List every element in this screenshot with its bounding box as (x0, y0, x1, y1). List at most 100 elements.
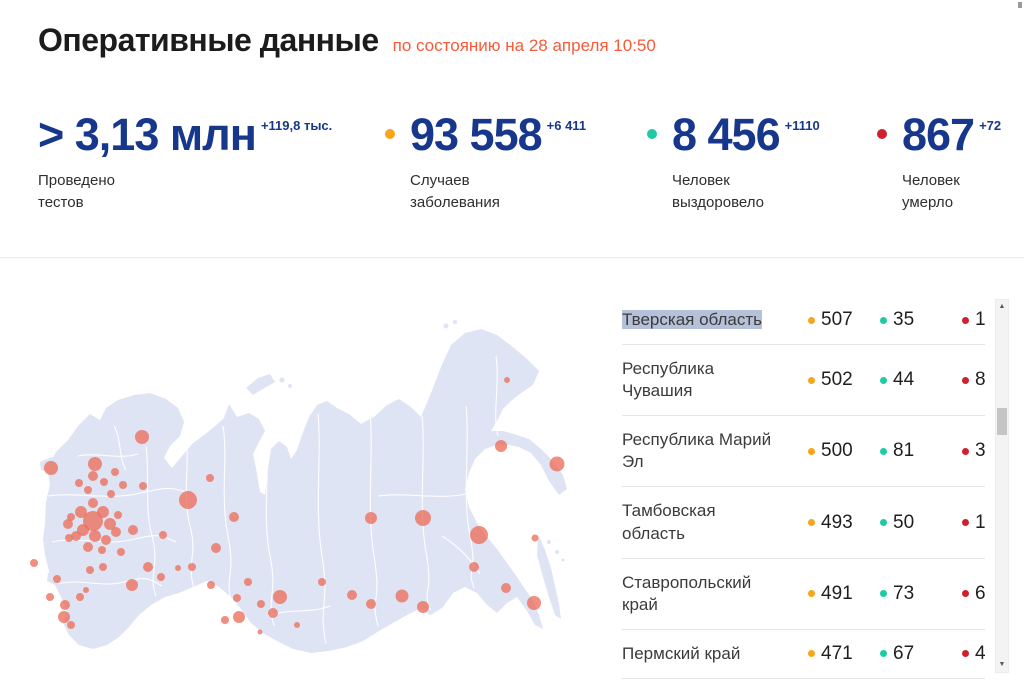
map-bubble[interactable] (67, 513, 75, 521)
cases-dot-icon (808, 650, 815, 658)
map-bubble[interactable] (143, 562, 153, 572)
map-bubble[interactable] (75, 479, 83, 487)
map-bubble[interactable] (100, 478, 108, 486)
map-bubble[interactable] (65, 534, 73, 542)
map-bubble[interactable] (117, 548, 125, 556)
scroll-down-arrow-icon[interactable]: ▼ (998, 661, 1006, 668)
map-bubble[interactable] (46, 593, 54, 601)
scrollbar-thumb[interactable] (997, 408, 1007, 435)
map-bubble[interactable] (98, 546, 106, 554)
map-bubble[interactable] (76, 593, 84, 601)
map-bubble[interactable] (89, 530, 101, 542)
map-bubble[interactable] (58, 611, 70, 623)
map-bubble[interactable] (318, 578, 326, 586)
map-bubble[interactable] (44, 461, 58, 475)
map-bubble[interactable] (188, 563, 196, 571)
map-bubble[interactable] (347, 590, 357, 600)
map-bubble[interactable] (60, 600, 70, 610)
map-bubble[interactable] (83, 542, 93, 552)
map-bubble[interactable] (119, 481, 127, 489)
russia-landmass (40, 320, 567, 653)
map-bubble[interactable] (257, 600, 265, 608)
map-bubble[interactable] (63, 519, 73, 529)
map-bubble[interactable] (67, 621, 75, 629)
map-bubble[interactable] (501, 583, 511, 593)
map-bubble[interactable] (527, 596, 541, 610)
map-bubble[interactable] (175, 565, 181, 571)
table-row[interactable]: Республика Чувашия 502 44 8 (622, 345, 985, 417)
map-bubble[interactable] (83, 587, 89, 593)
map-bubble[interactable] (469, 562, 479, 572)
russia-bubble-map[interactable] (18, 296, 610, 684)
map-bubble[interactable] (88, 457, 102, 471)
as-of-timestamp: по состоянию на 28 апреля 10:50 (392, 36, 656, 55)
map-bubble[interactable] (504, 377, 510, 383)
scroll-up-arrow-icon[interactable]: ▲ (998, 303, 1006, 310)
map-bubble[interactable] (257, 629, 263, 635)
map-bubble[interactable] (157, 573, 165, 581)
table-scrollbar[interactable]: ▲ ▼ (995, 299, 1009, 673)
recovered-dot-icon (647, 129, 657, 139)
map-bubble[interactable] (99, 563, 107, 571)
map-bubble[interactable] (107, 490, 115, 498)
map-bubble[interactable] (206, 474, 214, 482)
cases-value: 93 558 (410, 109, 543, 160)
table-row[interactable]: Тамбовская область 493 50 1 (622, 487, 985, 559)
region-recovered: 67 (880, 643, 914, 665)
map-bubble[interactable] (244, 578, 252, 586)
map-bubble[interactable] (233, 611, 245, 623)
map-bubble[interactable] (294, 622, 300, 628)
map-bubble[interactable] (53, 575, 61, 583)
regions-table[interactable]: Тверская область 507 35 1 Республика Чувашия… (622, 296, 985, 684)
map-bubble[interactable] (71, 531, 81, 541)
map-bubble[interactable] (366, 599, 376, 609)
map-bubble[interactable] (207, 581, 215, 589)
map-bubble[interactable] (135, 430, 149, 444)
table-row[interactable]: Пермский край 471 67 4 (622, 630, 985, 679)
map-bubble[interactable] (221, 616, 229, 624)
map-bubble[interactable] (139, 482, 147, 490)
table-row[interactable]: Тверская область 507 35 1 (622, 296, 985, 346)
map-bubble[interactable] (229, 512, 239, 522)
map-bubble[interactable] (97, 506, 109, 518)
map-bubble[interactable] (84, 486, 92, 494)
map-bubble[interactable] (365, 512, 377, 524)
map-bubble[interactable] (395, 589, 409, 603)
map-bubble[interactable] (268, 608, 278, 618)
map-bubble[interactable] (88, 498, 98, 508)
map-bubble[interactable] (104, 518, 116, 530)
sakhalin-island (537, 534, 561, 619)
map-bubble[interactable] (88, 471, 98, 481)
table-row[interactable]: Ставропольский край 491 73 6 (622, 559, 985, 630)
map-bubble[interactable] (531, 534, 539, 542)
map-bubble[interactable] (233, 594, 241, 602)
map-bubble[interactable] (549, 456, 565, 472)
map-bubble[interactable] (128, 525, 138, 535)
region-name: Тверская область (622, 309, 782, 331)
map-bubble[interactable] (83, 511, 103, 531)
map-bubble[interactable] (30, 559, 38, 567)
region-recovered: 44 (880, 369, 914, 391)
map-bubble[interactable] (179, 491, 197, 509)
map-bubble[interactable] (417, 601, 429, 613)
map-bubble[interactable] (101, 535, 111, 545)
map-bubble[interactable] (114, 511, 122, 519)
map-bubble[interactable] (86, 566, 94, 574)
map-bubble[interactable] (111, 527, 121, 537)
table-row[interactable]: Республика Марий Эл 500 81 3 (622, 416, 985, 488)
map-bubble[interactable] (470, 526, 488, 544)
map-bubble[interactable] (415, 510, 431, 526)
map-bubble[interactable] (75, 506, 87, 518)
arctic-islands (246, 374, 275, 395)
map-bubble[interactable] (495, 440, 507, 452)
map-bubble[interactable] (211, 543, 221, 553)
region-recovered: 50 (880, 512, 914, 534)
region-recovered: 73 (880, 583, 914, 605)
cases-label: Случаев заболевания (410, 172, 500, 211)
case-bubbles-layer (30, 377, 565, 635)
map-bubble[interactable] (111, 468, 119, 476)
map-bubble[interactable] (126, 579, 138, 591)
map-bubble[interactable] (159, 531, 167, 539)
tests-label: Проведено тестов (38, 172, 115, 211)
map-bubble[interactable] (273, 590, 287, 604)
